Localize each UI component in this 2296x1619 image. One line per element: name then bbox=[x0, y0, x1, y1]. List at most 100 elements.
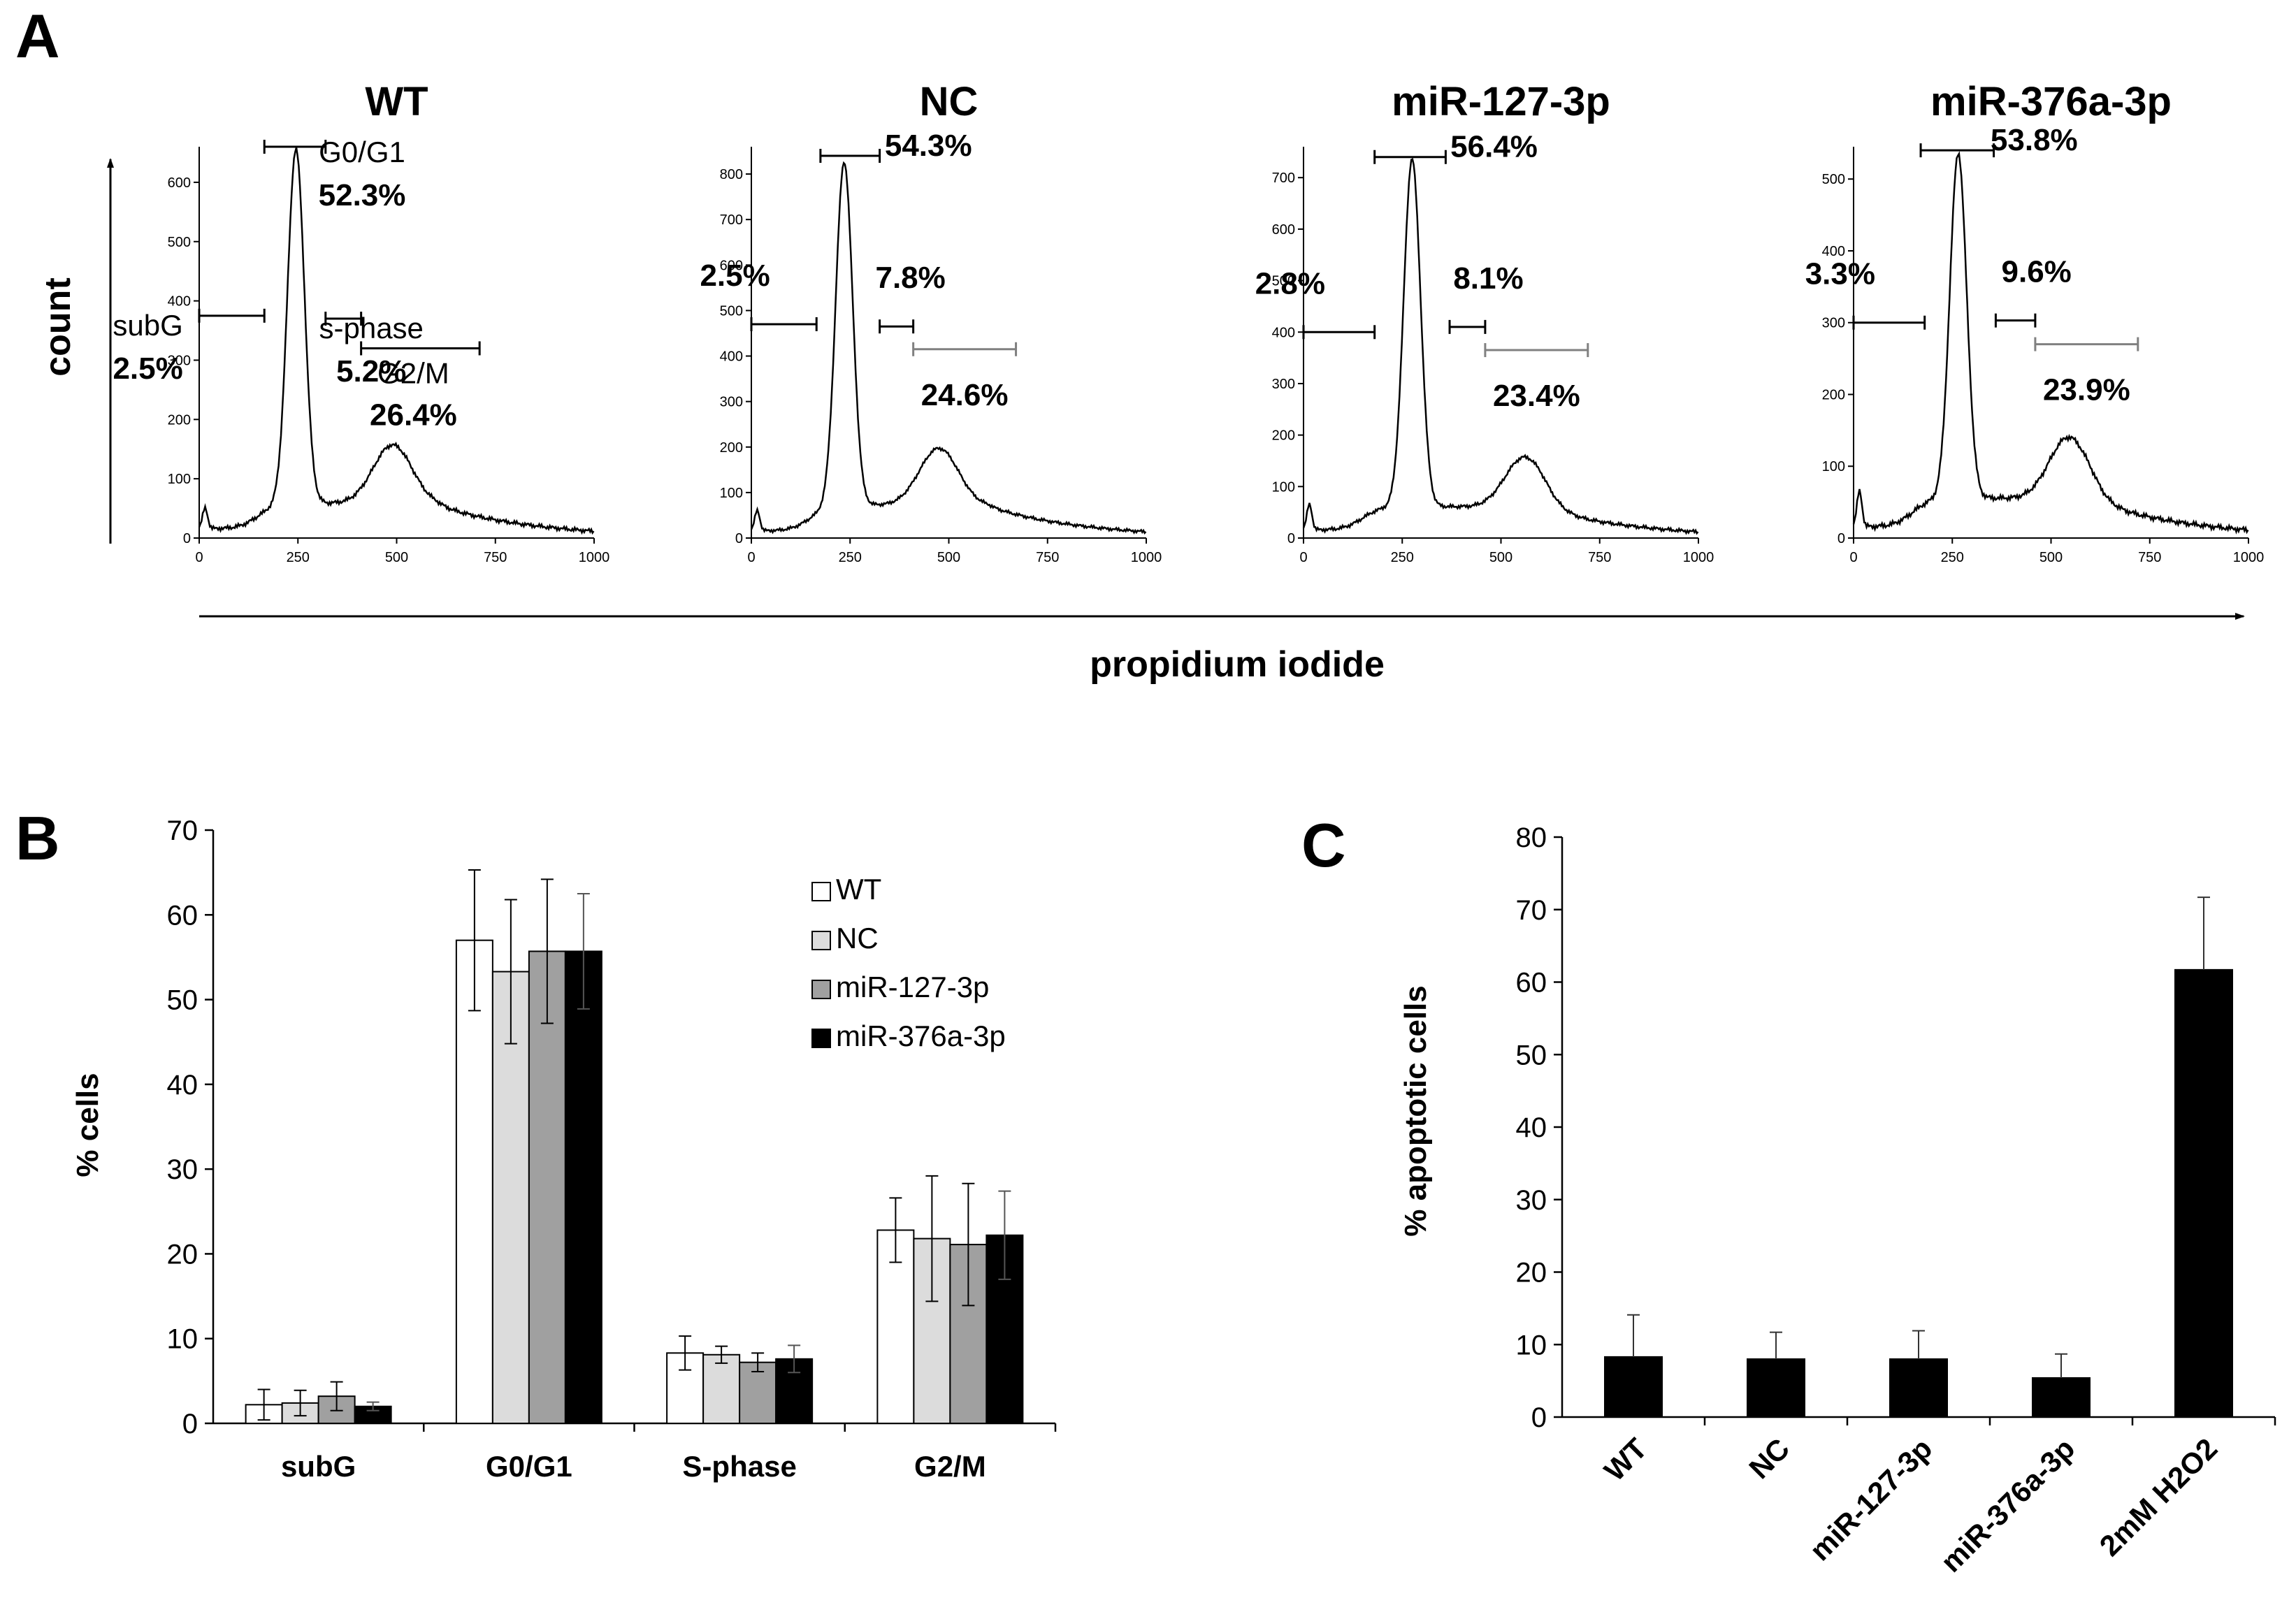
histogram-y-tick-label: 500 bbox=[1272, 274, 1295, 289]
histogram-x-tick-label: 250 bbox=[839, 550, 862, 565]
gate-percentage: 3.3% bbox=[1805, 257, 1875, 291]
histogram-y-tick-label: 200 bbox=[1822, 387, 1845, 402]
gate-percentage: 26.4% bbox=[370, 398, 457, 432]
category-label: S-phase bbox=[682, 1450, 796, 1483]
histogram-y-tick-label: 500 bbox=[168, 235, 191, 250]
gate-percentage: 8.1% bbox=[1453, 261, 1523, 296]
histogram-y-tick-label: 100 bbox=[168, 472, 191, 487]
histogram-x-tick-label: 0 bbox=[195, 550, 203, 565]
histogram-title: WT bbox=[365, 79, 428, 124]
histogram-x-tick-label: 250 bbox=[1391, 550, 1414, 565]
histogram-title: miR-127-3p bbox=[1392, 79, 1610, 124]
gate-S: 9.6% bbox=[1994, 255, 2072, 328]
gate-S: 5.2% s-phase bbox=[319, 312, 424, 389]
gate-subG: 2.8% bbox=[1255, 266, 1376, 340]
bar-miR-127-3p bbox=[528, 950, 566, 1424]
histogram-y-tick-label: 100 bbox=[1822, 459, 1845, 474]
legend-swatch bbox=[811, 882, 831, 901]
gate-label: s-phase bbox=[319, 312, 424, 344]
category-label: 2mM H2O2 bbox=[2093, 1432, 2224, 1562]
gate-G2M: 26.4% G2/M bbox=[360, 341, 481, 432]
histogram-y-tick-label: 800 bbox=[720, 167, 743, 182]
histogram-y-tick-label: 400 bbox=[720, 349, 743, 365]
y-tick-label: 20 bbox=[1516, 1258, 1547, 1288]
histogram-y-tick-label: 600 bbox=[1272, 222, 1295, 238]
y-tick-label: 40 bbox=[167, 1070, 198, 1101]
histogram-y-tick-label: 100 bbox=[1272, 479, 1295, 495]
pi-axis-label: propidium iodide bbox=[1090, 644, 1385, 685]
panel-a-letter: A bbox=[15, 1, 60, 71]
y-tick-label: 20 bbox=[167, 1239, 198, 1270]
gate-percentage: 23.4% bbox=[1493, 379, 1580, 413]
histogram-y-tick-label: 0 bbox=[183, 531, 191, 546]
histogram-x-tick-label: 1000 bbox=[1131, 550, 1162, 565]
category-label: miR-376a-3p bbox=[1935, 1432, 2081, 1578]
bar bbox=[1747, 1358, 1805, 1418]
gate-percentage: 23.9% bbox=[2043, 373, 2130, 407]
histogram-y-tick-label: 200 bbox=[1272, 428, 1295, 444]
gate-G2M: 23.4% bbox=[1484, 343, 1589, 413]
panel-b-plot-area: 0 10 20 30 40 50 60 70 subG G0/G1 S-phase G2/M WT NC m… bbox=[167, 815, 1057, 1483]
gate-subG: 3.3% bbox=[1805, 257, 1926, 330]
gate-G0G1: 54.3% bbox=[819, 129, 972, 164]
gate-percentage: 2.5% bbox=[113, 351, 182, 386]
panel-b-y-axis-title: % cells bbox=[71, 1073, 105, 1177]
bar-miR-127-3p bbox=[739, 1361, 777, 1425]
gate-S: 8.1% bbox=[1448, 261, 1524, 334]
category-label: WT bbox=[1598, 1432, 1654, 1488]
histogram-2: miR-127-3p 0 250 500 750 1000 0 100 200 300 400 500… bbox=[1255, 79, 1714, 565]
histogram-container: WT0 250 500 750 100001002003004005006002.5%s… bbox=[113, 79, 2264, 565]
histogram-y-tick-label: 600 bbox=[720, 258, 743, 273]
bar-WT bbox=[455, 939, 493, 1424]
y-tick-label: 40 bbox=[1516, 1112, 1547, 1143]
gate-label: subG bbox=[113, 309, 182, 342]
gate-percentage: 9.6% bbox=[2002, 255, 2072, 289]
y-tick-label: 70 bbox=[167, 815, 198, 846]
histogram-0: WT 0 250 500 750 1000 0 100 200 300 400 500 600 2.5% s… bbox=[113, 79, 609, 565]
histogram-x-tick-label: 250 bbox=[1941, 550, 1964, 565]
histogram-3: miR-376a-3p 0 250 500 750 1000 0 100 200 300 400 50… bbox=[1805, 79, 2265, 565]
category-label: G2/M bbox=[914, 1450, 986, 1483]
histogram-x-tick-label: 1000 bbox=[2233, 550, 2265, 565]
panel-c-apoptosis-chart: C % apoptotic cells 0 10 20 30 40 50 60 70 80 WT N… bbox=[1301, 811, 2276, 1578]
histogram-curve bbox=[1302, 158, 1699, 535]
y-tick-label: 50 bbox=[1516, 1040, 1547, 1070]
legend-label: NC bbox=[836, 922, 879, 954]
y-tick-label: 0 bbox=[182, 1409, 198, 1439]
legend-swatch bbox=[811, 980, 831, 999]
y-tick-label: 70 bbox=[1516, 895, 1547, 926]
gate-subG: 2.5% bbox=[700, 259, 818, 331]
histogram-title: miR-376a-3p bbox=[1930, 79, 2172, 124]
panel-a-flow-histograms: A count propidium iodide WT 0 250 500 750 100… bbox=[15, 1, 2264, 685]
y-tick-label: 60 bbox=[1516, 968, 1547, 999]
gate-percentage: 7.8% bbox=[875, 261, 945, 295]
histogram-x-tick-label: 0 bbox=[1849, 550, 1857, 565]
gate-percentage: 24.6% bbox=[921, 378, 1009, 412]
gate-label: G2/M bbox=[377, 356, 449, 389]
histogram-x-tick-label: 500 bbox=[1489, 550, 1512, 565]
bar bbox=[2032, 1377, 2091, 1418]
histogram-y-tick-label: 300 bbox=[1272, 377, 1295, 392]
histogram-y-tick-label: 300 bbox=[1822, 316, 1845, 331]
histogram-x-tick-label: 750 bbox=[484, 550, 507, 565]
histogram-y-tick-label: 700 bbox=[720, 212, 743, 228]
category-label: NC bbox=[1742, 1432, 1796, 1485]
gate-G2M: 23.9% bbox=[2034, 337, 2139, 407]
gate-subG: 2.5% subG bbox=[113, 308, 266, 386]
histogram-x-tick-label: 500 bbox=[2039, 550, 2063, 565]
gate-G0G1: 53.8% bbox=[1919, 123, 2078, 158]
histogram-x-tick-label: 0 bbox=[747, 550, 755, 565]
legend-swatch bbox=[811, 931, 831, 950]
bar bbox=[1889, 1358, 1948, 1418]
panel-b-letter: B bbox=[15, 804, 60, 873]
gate-S: 7.8% bbox=[875, 261, 946, 334]
histogram-y-tick-label: 600 bbox=[168, 175, 191, 191]
count-axis-label: count bbox=[38, 277, 78, 377]
histogram-y-tick-label: 200 bbox=[168, 412, 191, 428]
gate-percentage: 56.4% bbox=[1450, 130, 1538, 164]
histogram-title: NC bbox=[920, 79, 979, 124]
histogram-x-tick-label: 750 bbox=[2138, 550, 2161, 565]
histogram-y-tick-label: 300 bbox=[168, 353, 191, 368]
histogram-y-tick-label: 300 bbox=[720, 395, 743, 410]
legend-swatch bbox=[811, 1029, 831, 1048]
